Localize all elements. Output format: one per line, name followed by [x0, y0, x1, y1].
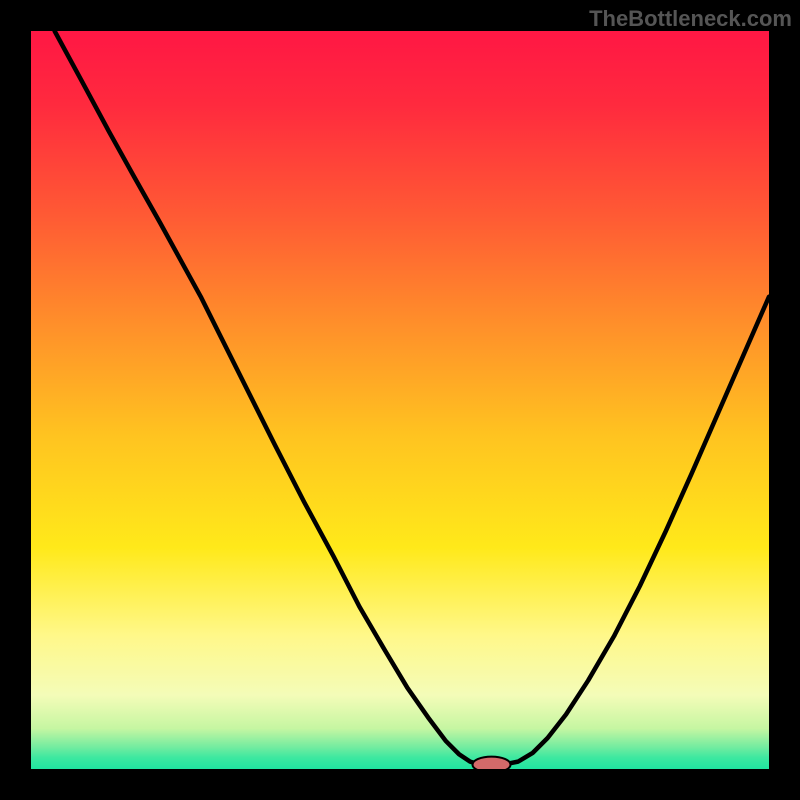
plot-svg	[31, 31, 769, 769]
watermark-text: TheBottleneck.com	[589, 6, 792, 32]
chart-frame: TheBottleneck.com	[0, 0, 800, 800]
gradient-background	[31, 31, 769, 769]
plot-area	[31, 31, 769, 769]
optimal-marker	[473, 757, 511, 769]
